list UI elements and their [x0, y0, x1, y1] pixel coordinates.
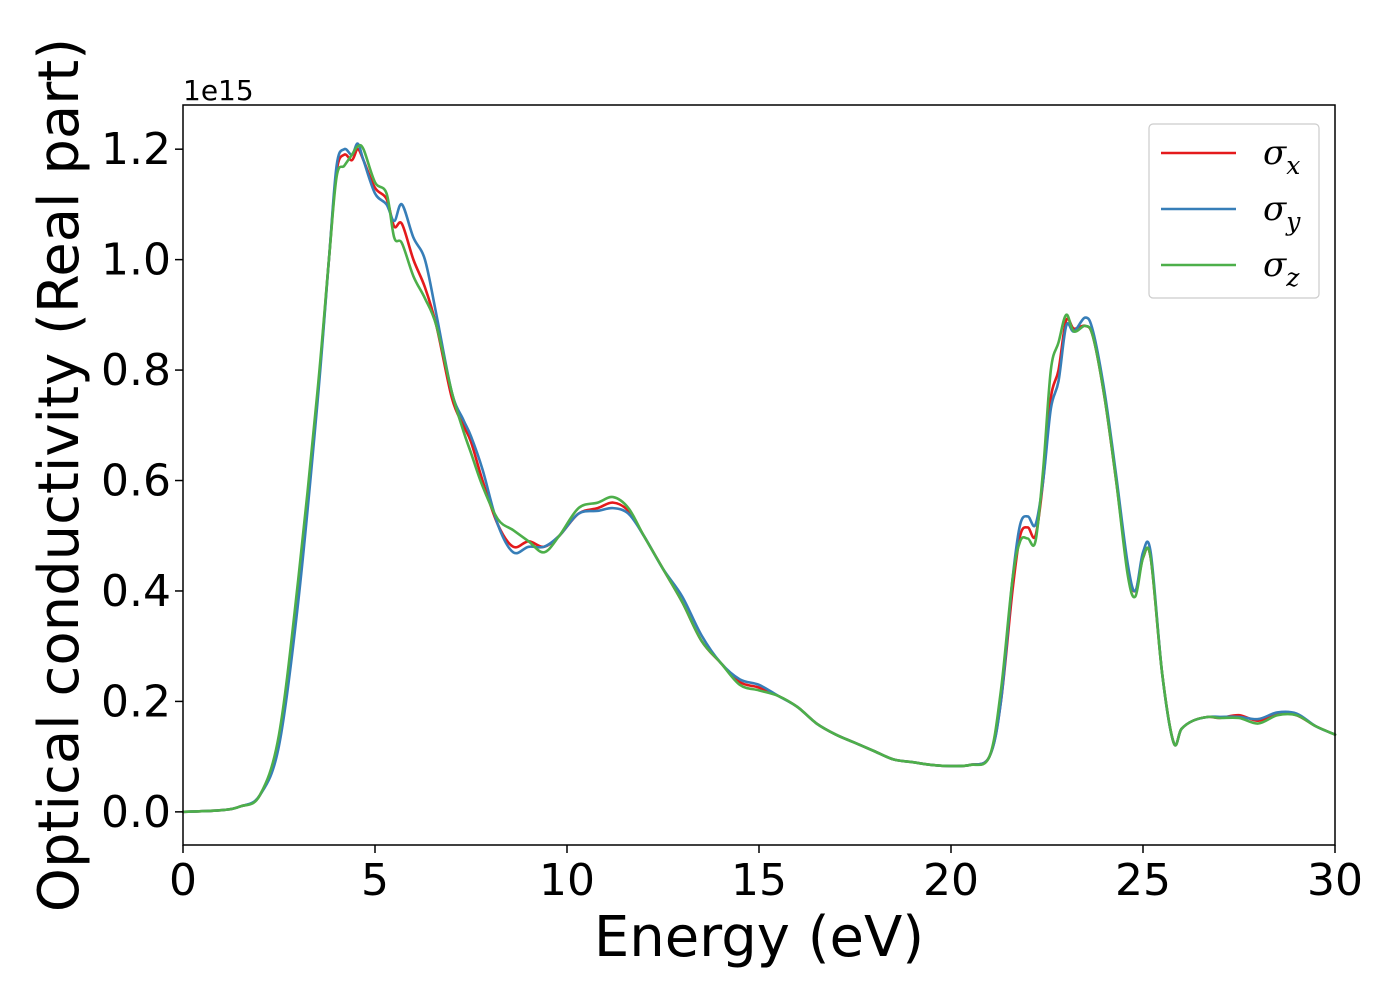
x-tick-label: 30 — [1307, 855, 1363, 906]
x-tick-label: 15 — [731, 855, 787, 906]
y-axis-label: Optical conductivity (Real part) — [27, 38, 92, 912]
x-axis: 0 5 10 15 20 25 30 — [169, 845, 1363, 906]
series-line-z — [181, 143, 1337, 814]
x-tick-label: 20 — [923, 855, 979, 906]
x-tick-label: 10 — [539, 855, 595, 906]
x-tick-label: 25 — [1115, 855, 1171, 906]
y-tick-label: 0.4 — [101, 566, 171, 617]
series-layer — [181, 142, 1337, 814]
y-tick-label: 0.8 — [101, 345, 171, 396]
x-tick-label: 0 — [169, 855, 197, 906]
x-tick-label: 5 — [361, 855, 389, 906]
y-offset-text: 1e15 — [183, 74, 254, 107]
y-tick-label: 1.0 — [101, 235, 171, 286]
y-axis: 0.0 0.2 0.4 0.6 0.8 1.0 1.2 — [101, 124, 183, 838]
y-tick-label: 1.2 — [101, 124, 171, 175]
y-tick-label: 0.6 — [101, 456, 171, 507]
y-tick-label: 0.2 — [101, 676, 171, 727]
x-axis-label: Energy (eV) — [594, 905, 924, 970]
y-tick-label: 0.0 — [101, 787, 171, 838]
plot-background — [183, 105, 1335, 845]
legend-box — [1148, 123, 1320, 299]
